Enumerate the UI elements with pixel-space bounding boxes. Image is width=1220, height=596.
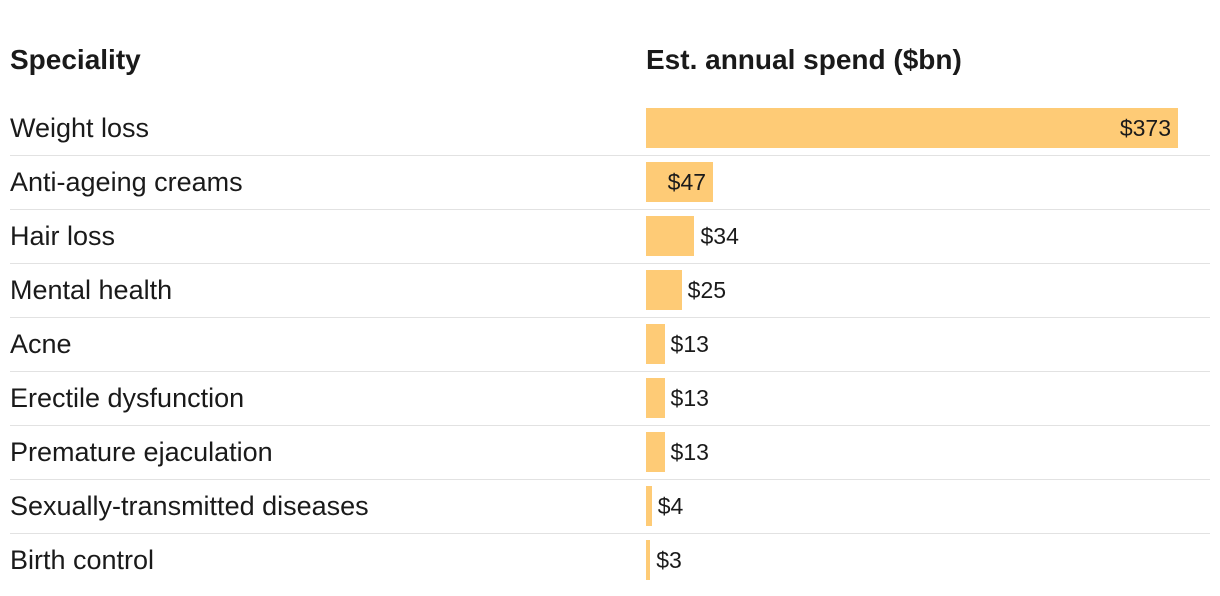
spend-bar [646,324,665,364]
table-row: Premature ejaculation $13 [10,425,1210,480]
row-label: Acne [10,329,72,359]
spend-bar [646,540,651,580]
row-label: Hair loss [10,221,116,251]
row-label: Erectile dysfunction [10,383,245,413]
spend-value-label: $25 [687,277,727,303]
row-label: Anti-ageing creams [10,167,243,197]
row-label: Weight loss [10,113,150,143]
table-header: Speciality Est. annual spend ($bn) [10,44,1210,84]
spend-value-label: $13 [670,331,709,357]
table-row: Erectile dysfunction $13 [10,371,1210,426]
table-row: Hair loss $34 [10,209,1210,264]
row-label: Mental health [10,275,173,305]
spend-value-label: $13 [670,439,709,465]
spend-bar [646,270,682,310]
spend-value-label: $34 [700,223,739,249]
table-row: Mental health $25 [10,263,1210,318]
spend-value-label: $47 [667,169,707,195]
row-label: Birth control [10,545,155,575]
spend-bar [646,432,665,472]
table-row: Anti-ageing creams $47 [10,155,1210,210]
spend-value-label: $373 [1119,115,1171,141]
table-row: Sexually-transmitted diseases $4 [10,479,1210,534]
spend-bar [646,162,714,202]
spend-bar [646,108,1178,148]
row-label: Sexually-transmitted diseases [10,491,369,521]
table-row: Acne $13 [10,317,1210,372]
spend-value-label: $13 [670,385,709,411]
row-label: Premature ejaculation [10,437,273,467]
spend-value-label: $4 [657,493,684,519]
column-header-speciality: Speciality [10,44,141,75]
spend-bar [646,486,652,526]
table-row: Birth control $3 [10,533,1210,587]
spend-bar [646,378,665,418]
table-row: Weight loss $373 [10,101,1210,156]
column-header-spend: Est. annual spend ($bn) [646,44,962,75]
spend-bar [646,216,695,256]
spend-value-label: $3 [656,547,682,573]
